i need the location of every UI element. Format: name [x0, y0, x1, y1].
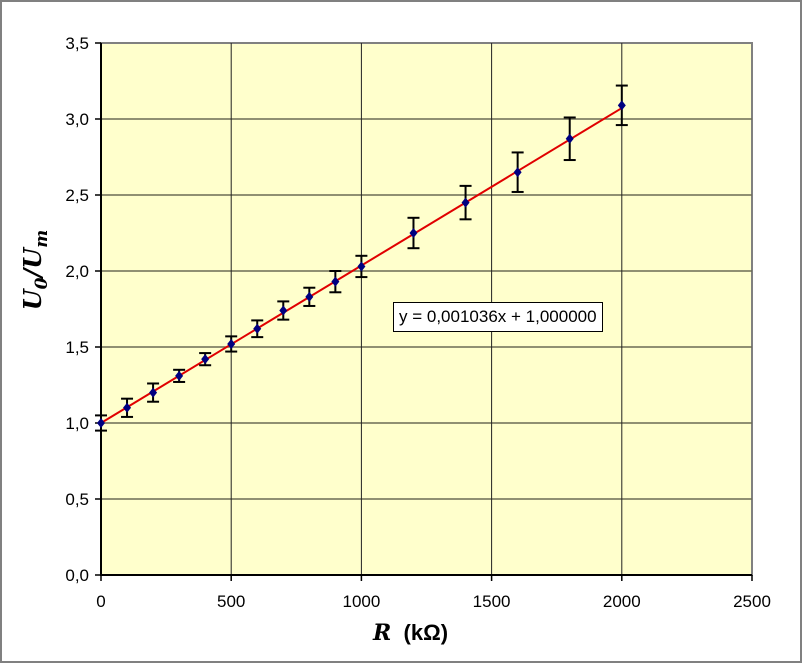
y-tick-label: 1,5 — [65, 338, 89, 357]
y-tick-label: 3,0 — [65, 110, 89, 129]
y-axis-title: U0/Um — [13, 215, 53, 325]
y-title-sub0: 0 — [31, 277, 52, 290]
x-tick-label: 500 — [217, 592, 245, 611]
y-title-subm: m — [31, 229, 52, 248]
y-tick-label: 1,0 — [65, 414, 89, 433]
y-tick-label: 2,0 — [65, 262, 89, 281]
x-tick-label: 2500 — [733, 592, 771, 611]
data-point-marker — [305, 291, 314, 302]
data-point-marker — [97, 418, 105, 428]
y-title-um: U — [18, 247, 47, 269]
data-point-marker — [409, 228, 418, 238]
x-axis-title: R (kΩ) — [373, 620, 448, 646]
data-point-marker — [149, 387, 158, 398]
axes — [100, 43, 752, 576]
y-axis-ticks: 0,0 0,5 1,0 1,5 2,0 2,5 3,0 3,5 — [65, 34, 101, 585]
data-point-marker — [331, 276, 340, 287]
x-tick-label: 1500 — [473, 592, 511, 611]
x-title-unit: (kΩ) — [403, 620, 449, 645]
data-point-marker — [253, 323, 262, 334]
gridlines — [101, 43, 752, 575]
data-point-marker — [201, 354, 210, 365]
y-tick-label: 3,5 — [65, 34, 89, 53]
y-tick-label: 0,5 — [65, 490, 89, 509]
x-title-var: R — [373, 620, 392, 646]
data-point-marker — [565, 133, 574, 144]
trendline-equation-label: y = 0,001036x + 1,000000 — [393, 302, 603, 332]
x-axis-ticks: 0 500 1000 1500 2000 2500 — [96, 575, 771, 611]
data-point-marker — [617, 100, 626, 111]
x-tick-label: 1000 — [342, 592, 380, 611]
y-title-slash: / — [18, 268, 47, 278]
data-point-marker — [123, 402, 132, 413]
data-point-marker — [175, 370, 184, 381]
y-tick-label: 0,0 — [65, 566, 89, 585]
y-tick-label: 2,5 — [65, 186, 89, 205]
data-point-marker — [513, 167, 522, 178]
data-point-marker — [227, 338, 236, 349]
data-point-marker — [279, 305, 288, 316]
x-tick-label: 0 — [96, 592, 105, 611]
data-point-marker — [461, 197, 470, 208]
y-title-u0: U — [18, 289, 47, 311]
data-point-marker — [357, 261, 366, 272]
x-tick-label: 2000 — [603, 592, 641, 611]
data-markers — [97, 100, 626, 428]
